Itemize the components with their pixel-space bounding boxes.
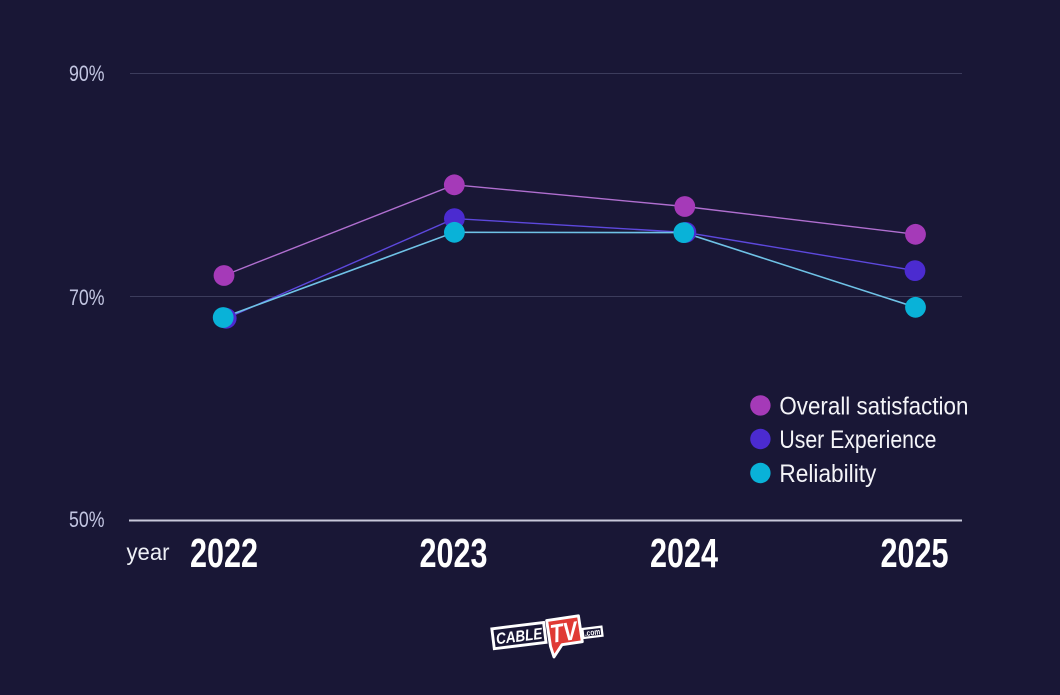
svg-text:User Experience: User Experience (779, 426, 936, 454)
svg-text:2022: 2022 (190, 530, 258, 576)
svg-text:2025: 2025 (881, 530, 949, 576)
svg-text:TV: TV (548, 617, 580, 649)
svg-text:2024: 2024 (650, 530, 718, 576)
svg-text:CABLE: CABLE (495, 626, 544, 649)
svg-text:year: year (127, 539, 170, 565)
svg-text:50%: 50% (69, 507, 105, 532)
svg-text:Reliability: Reliability (779, 460, 876, 488)
svg-text:70%: 70% (69, 285, 105, 310)
svg-text:2023: 2023 (420, 530, 488, 576)
svg-text:90%: 90% (69, 61, 105, 86)
svg-text:Overall satisfaction: Overall satisfaction (779, 392, 968, 420)
svg-text:.com: .com (584, 627, 600, 638)
